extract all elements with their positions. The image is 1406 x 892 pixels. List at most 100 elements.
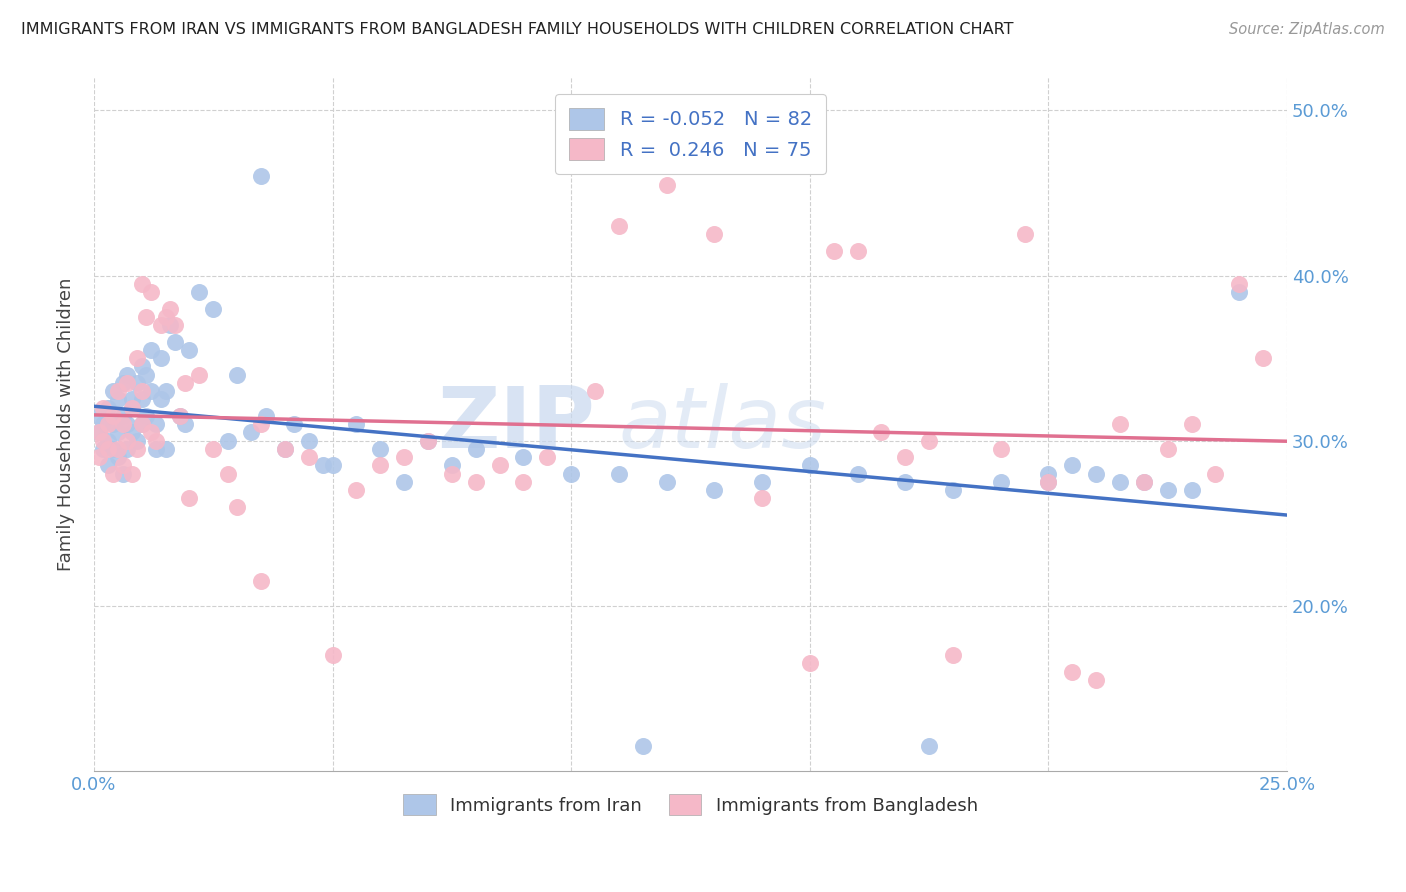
Point bbox=[93, 442, 115, 456]
Point bbox=[131, 417, 153, 431]
Point bbox=[107, 450, 129, 464]
Point bbox=[145, 442, 167, 456]
Point bbox=[1133, 475, 1156, 489]
Point bbox=[165, 318, 187, 332]
Point bbox=[298, 450, 321, 464]
Point bbox=[631, 739, 654, 753]
Point bbox=[283, 417, 305, 431]
Point bbox=[111, 467, 134, 481]
Point bbox=[226, 368, 249, 382]
Point bbox=[187, 368, 209, 382]
Point bbox=[131, 359, 153, 374]
Text: IMMIGRANTS FROM IRAN VS IMMIGRANTS FROM BANGLADESH FAMILY HOUSEHOLDS WITH CHILDR: IMMIGRANTS FROM IRAN VS IMMIGRANTS FROM … bbox=[21, 22, 1014, 37]
Point bbox=[942, 483, 965, 497]
Point bbox=[217, 467, 239, 481]
Point bbox=[1133, 475, 1156, 489]
Point bbox=[141, 425, 163, 440]
Point bbox=[440, 467, 463, 481]
Point bbox=[135, 409, 157, 423]
Point bbox=[131, 384, 153, 398]
Point bbox=[101, 417, 124, 431]
Point bbox=[226, 500, 249, 514]
Point bbox=[894, 475, 917, 489]
Point bbox=[111, 458, 134, 473]
Point bbox=[107, 392, 129, 407]
Point bbox=[111, 376, 134, 390]
Point bbox=[560, 467, 582, 481]
Point bbox=[155, 310, 177, 324]
Point bbox=[870, 425, 893, 440]
Point bbox=[87, 425, 110, 440]
Point bbox=[1181, 417, 1204, 431]
Point bbox=[117, 376, 139, 390]
Point bbox=[583, 384, 606, 398]
Point bbox=[322, 458, 344, 473]
Point bbox=[169, 409, 191, 423]
Point bbox=[202, 442, 225, 456]
Point bbox=[117, 434, 139, 448]
Point bbox=[101, 384, 124, 398]
Point bbox=[1109, 417, 1132, 431]
Point bbox=[512, 450, 534, 464]
Point bbox=[990, 475, 1012, 489]
Point bbox=[346, 483, 368, 497]
Point bbox=[846, 467, 869, 481]
Point bbox=[1038, 467, 1060, 481]
Point bbox=[121, 401, 143, 415]
Point bbox=[392, 475, 415, 489]
Point bbox=[121, 392, 143, 407]
Point bbox=[131, 417, 153, 431]
Point bbox=[655, 178, 678, 192]
Point bbox=[155, 442, 177, 456]
Point bbox=[1038, 475, 1060, 489]
Point bbox=[131, 392, 153, 407]
Point bbox=[1205, 467, 1227, 481]
Point bbox=[298, 434, 321, 448]
Point bbox=[942, 648, 965, 662]
Point bbox=[918, 739, 941, 753]
Point bbox=[117, 417, 139, 431]
Point bbox=[173, 376, 195, 390]
Point bbox=[107, 425, 129, 440]
Point bbox=[990, 442, 1012, 456]
Point bbox=[101, 409, 124, 423]
Point bbox=[125, 434, 148, 448]
Point bbox=[107, 384, 129, 398]
Point bbox=[117, 442, 139, 456]
Point bbox=[97, 401, 120, 415]
Point bbox=[274, 442, 297, 456]
Point bbox=[97, 458, 120, 473]
Point bbox=[918, 434, 941, 448]
Point bbox=[97, 442, 120, 456]
Point bbox=[322, 648, 344, 662]
Point bbox=[179, 343, 201, 357]
Point bbox=[159, 318, 181, 332]
Point bbox=[250, 169, 273, 184]
Point bbox=[607, 467, 630, 481]
Point bbox=[346, 417, 368, 431]
Point bbox=[1109, 475, 1132, 489]
Point bbox=[107, 442, 129, 456]
Point bbox=[97, 434, 120, 448]
Point bbox=[93, 434, 115, 448]
Point bbox=[1085, 673, 1108, 687]
Point bbox=[131, 277, 153, 291]
Point bbox=[111, 417, 134, 431]
Point bbox=[799, 458, 821, 473]
Text: ZIP: ZIP bbox=[437, 383, 595, 466]
Point bbox=[392, 450, 415, 464]
Point bbox=[145, 417, 167, 431]
Point bbox=[141, 343, 163, 357]
Point bbox=[1251, 351, 1274, 365]
Point bbox=[1157, 442, 1180, 456]
Point bbox=[101, 442, 124, 456]
Point bbox=[173, 417, 195, 431]
Point bbox=[1014, 227, 1036, 242]
Point bbox=[117, 368, 139, 382]
Point bbox=[823, 244, 845, 258]
Point bbox=[125, 351, 148, 365]
Point bbox=[149, 392, 172, 407]
Point bbox=[894, 450, 917, 464]
Point bbox=[250, 417, 273, 431]
Point bbox=[93, 401, 115, 415]
